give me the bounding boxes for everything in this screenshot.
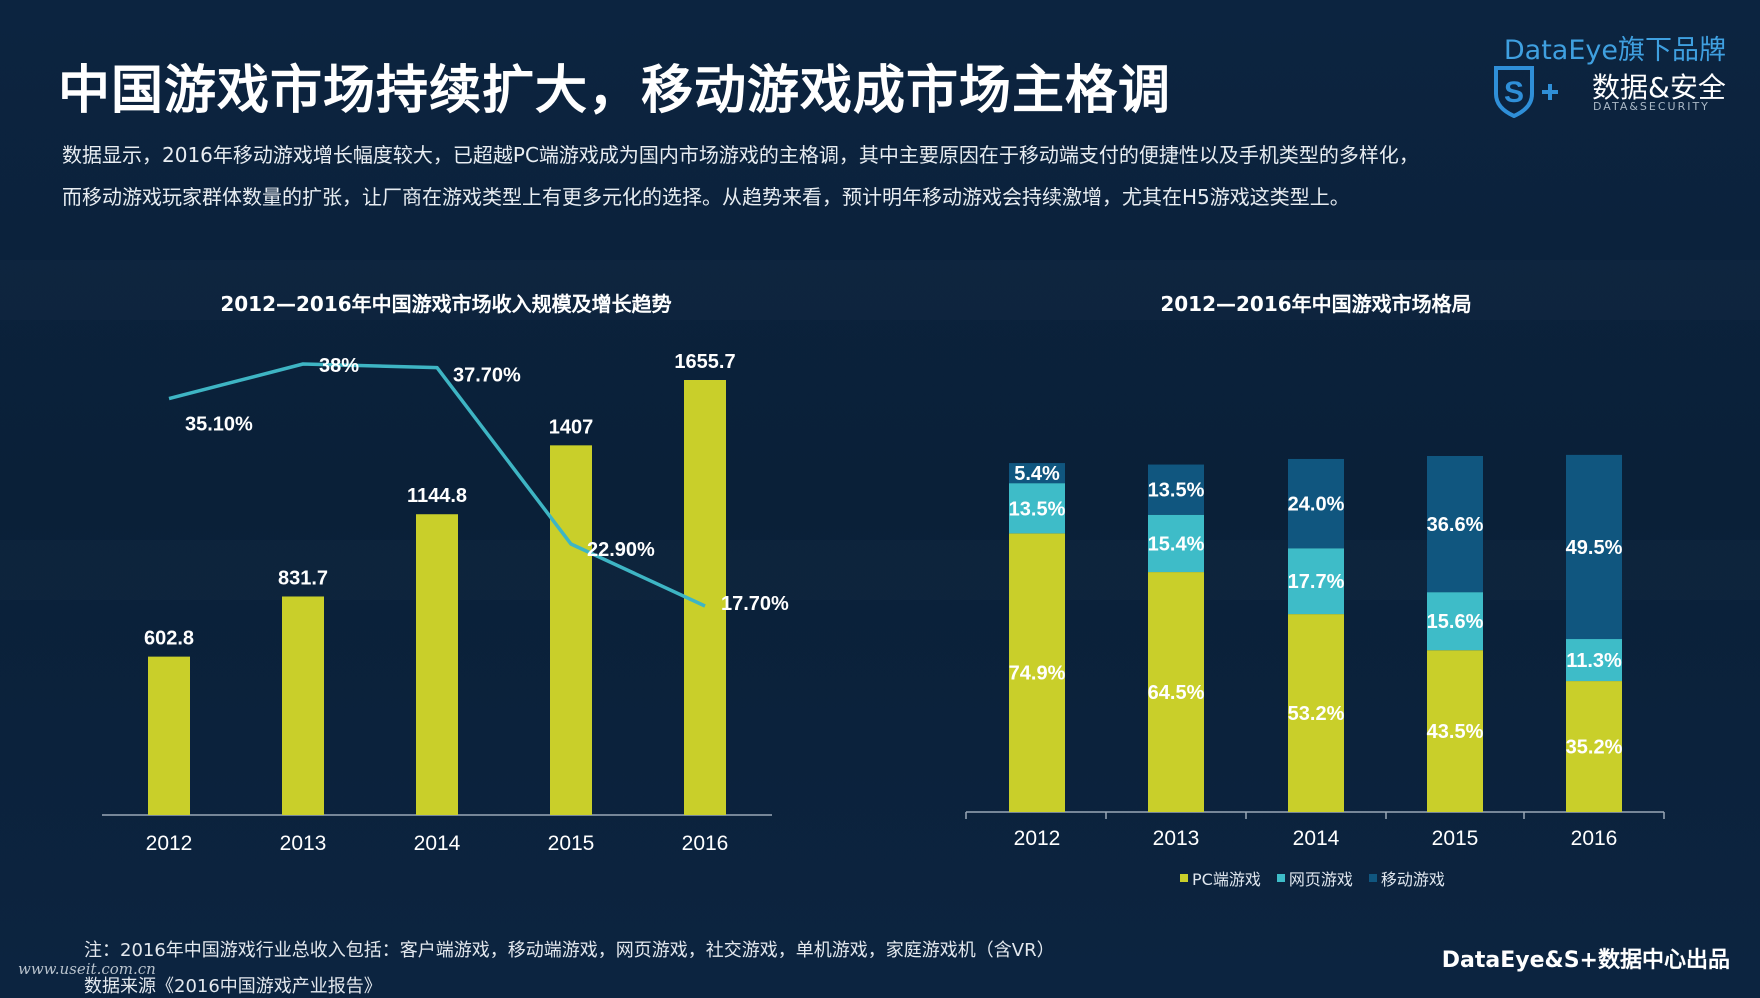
- shield-s-plus-icon: S: [1494, 66, 1558, 118]
- revenue-bar-2012: [148, 656, 190, 815]
- share-value-label: 36.6%: [1427, 514, 1484, 536]
- brand-subtitle: DATA&SECURITY: [1593, 100, 1710, 113]
- revenue-bar-2015: [550, 445, 592, 815]
- share-value-label: 13.5%: [1148, 480, 1205, 502]
- revenue-bar-2013: [282, 596, 324, 815]
- revenue-value-label: 1144.8: [407, 485, 467, 507]
- share-value-label: 11.3%: [1566, 650, 1622, 672]
- svg-text:S: S: [1504, 76, 1524, 109]
- share-bar-segment-2012: [1009, 483, 1065, 534]
- page-title: 中国游戏市场持续扩大，移动游戏成市场主格调: [58, 61, 1172, 121]
- revenue-value-label: 602.8: [144, 628, 194, 650]
- share-bar-segment-2013: [1148, 464, 1204, 515]
- site-watermark: www.useit.com.cn: [18, 960, 156, 978]
- right-x-tick-label: 2015: [1432, 827, 1479, 850]
- left-chart-title: 2012—2016年中国游戏市场收入规模及增长趋势: [220, 292, 672, 316]
- growth-rate-label: 38%: [319, 355, 359, 377]
- legend-label-web: 网页游戏: [1288, 870, 1353, 889]
- share-value-label: 74.9%: [1009, 663, 1066, 685]
- share-bar-segment-2013: [1148, 572, 1204, 812]
- brand-logo-block: DataEye旗下品牌 S 数据&安全 DATA&SECURITY: [1492, 28, 1732, 118]
- legend-item-web: 网页游戏: [1276, 866, 1353, 890]
- right-x-tick-label: 2016: [1571, 827, 1618, 850]
- left-x-tick-label: 2012: [146, 832, 193, 855]
- growth-rate-label: 35.10%: [185, 414, 253, 436]
- share-value-label: 43.5%: [1427, 721, 1484, 743]
- left-x-tick-label: 2014: [414, 832, 461, 855]
- share-bar-segment-2016: [1566, 681, 1622, 812]
- revenue-value-label: 1655.7: [674, 351, 735, 373]
- producer-credit: DataEye&S+数据中心出品: [1441, 948, 1730, 973]
- left-x-tick-label: 2016: [682, 832, 729, 855]
- growth-rate-label: 37.70%: [453, 365, 521, 387]
- share-value-label: 15.6%: [1427, 611, 1484, 633]
- background-band: [0, 540, 1760, 600]
- share-value-label: 64.5%: [1148, 682, 1205, 704]
- share-bar-segment-2015: [1427, 592, 1483, 651]
- share-value-label: 5.4%: [1014, 463, 1060, 485]
- left-x-tick-label: 2015: [548, 832, 595, 855]
- intro-line: 数据显示，2016年移动游戏增长幅度较大，已超越PC端游戏成为国内市场游戏的主格…: [62, 143, 1419, 167]
- legend-swatch-mobile: [1368, 874, 1377, 882]
- right-x-tick-label: 2014: [1293, 827, 1340, 850]
- legend-item-mobile: 移动游戏: [1368, 866, 1445, 890]
- footnote: 注：2016年中国游戏行业总收入包括：客户端游戏，移动端游戏，网页游戏，社交游戏…: [84, 940, 1055, 961]
- brand-tagline: DataEye旗下品牌: [1503, 35, 1726, 66]
- brand-name: 数据&安全: [1592, 71, 1726, 104]
- share-value-label: 13.5%: [1009, 498, 1066, 520]
- right-x-tick-label: 2013: [1153, 827, 1200, 850]
- legend-label-pc: PC端游戏: [1192, 870, 1261, 889]
- revenue-value-label: 1407: [549, 416, 594, 438]
- legend-swatch-web: [1276, 874, 1285, 882]
- right-chart-title: 2012—2016年中国游戏市场格局: [1160, 292, 1472, 316]
- intro-line: 而移动游戏玩家群体数量的扩张，让厂商在游戏类型上有更多元化的选择。从趋势来看，预…: [62, 185, 1350, 209]
- legend-item-pc: PC端游戏: [1180, 866, 1261, 890]
- share-bar-segment-2015: [1427, 650, 1483, 812]
- right-chart-legend: PC端游戏 网页游戏 移动游戏: [1180, 866, 1445, 890]
- legend-swatch-pc: [1180, 874, 1188, 882]
- share-bar-segment-2016: [1566, 639, 1622, 682]
- legend-label-mobile: 移动游戏: [1380, 870, 1445, 889]
- share-bar-segment-2012: [1009, 463, 1065, 484]
- share-value-label: 35.2%: [1566, 737, 1623, 759]
- share-value-label: 24.0%: [1288, 494, 1345, 516]
- share-value-label: 53.2%: [1288, 703, 1345, 725]
- right-x-tick-label: 2012: [1014, 827, 1061, 850]
- share-bar-segment-2014: [1288, 458, 1344, 549]
- left-x-tick-label: 2013: [280, 832, 327, 855]
- intro-paragraph: 数据显示，2016年移动游戏增长幅度较大，已超越PC端游戏成为国内市场游戏的主格…: [62, 134, 1562, 218]
- share-bar-segment-2014: [1288, 614, 1344, 812]
